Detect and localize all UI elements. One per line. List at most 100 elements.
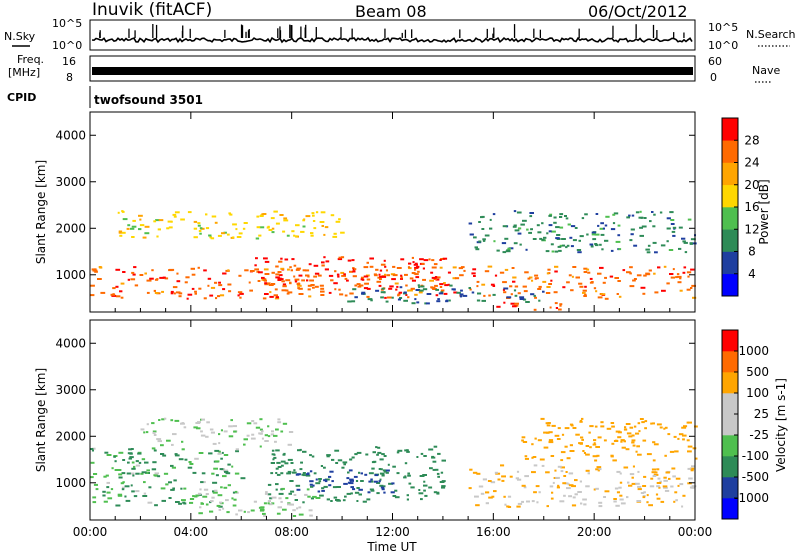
data-cell (158, 219, 164, 222)
data-cell (619, 481, 623, 484)
data-cell (555, 237, 560, 240)
data-cell (663, 476, 667, 479)
data-cell (379, 484, 384, 487)
data-cell (594, 425, 598, 428)
data-cell (139, 274, 144, 276)
data-cell (323, 233, 326, 236)
data-cell (554, 434, 560, 437)
data-cell (128, 457, 132, 460)
data-cell (230, 419, 233, 422)
data-cell (545, 250, 550, 253)
data-cell (323, 485, 328, 488)
data-cell (522, 285, 527, 288)
data-cell (631, 214, 635, 217)
data-cell (302, 225, 306, 228)
data-cell (305, 269, 310, 272)
data-cell (280, 460, 286, 463)
data-cell (400, 276, 403, 279)
data-cell (138, 461, 142, 464)
data-cell (437, 475, 440, 478)
data-cell (666, 217, 671, 220)
data-cell (251, 433, 255, 436)
data-cell (325, 260, 330, 263)
data-cell (604, 224, 608, 227)
data-cell (432, 468, 436, 471)
data-cell (417, 284, 420, 287)
data-cell (436, 472, 440, 475)
data-cell (507, 247, 511, 250)
colorbar-swatch (722, 184, 738, 208)
data-cell (222, 288, 226, 291)
data-cell (250, 509, 255, 512)
data-cell (352, 275, 357, 278)
data-cell (381, 287, 385, 290)
data-cell (554, 265, 559, 268)
data-cell (159, 276, 165, 279)
data-cell (330, 279, 334, 282)
data-cell (338, 288, 341, 291)
data-cell (517, 502, 523, 505)
data-cell (289, 480, 294, 482)
nave-tick-top: 60 (708, 55, 722, 68)
data-cell (235, 228, 238, 231)
data-cell (571, 504, 577, 507)
data-cell (410, 486, 415, 489)
data-cell (636, 445, 640, 448)
data-cell (381, 453, 385, 456)
data-cell (458, 267, 463, 270)
data-cell (209, 428, 214, 431)
data-cell (332, 235, 338, 238)
data-cell (512, 276, 517, 279)
data-cell (439, 481, 445, 483)
data-cell (122, 218, 128, 221)
data-cell (131, 467, 136, 470)
data-cell (623, 466, 629, 469)
data-cell (118, 473, 123, 476)
data-cell (334, 270, 337, 273)
data-cell (342, 461, 348, 464)
data-cell (212, 442, 217, 445)
data-cell (282, 508, 287, 511)
data-cell (193, 227, 198, 230)
data-cell (273, 294, 278, 297)
data-cell (566, 244, 570, 247)
data-cell (172, 433, 177, 436)
data-cell (663, 265, 667, 268)
nsky-trace (91, 24, 693, 44)
data-cell (509, 475, 513, 478)
data-cell (576, 249, 582, 251)
data-cell (551, 250, 555, 253)
data-cell (277, 279, 282, 281)
data-cell (278, 492, 284, 495)
data-cell (121, 231, 126, 234)
data-cell (220, 486, 223, 489)
data-cell (210, 286, 216, 289)
data-cell (604, 490, 610, 493)
data-cell (663, 486, 668, 489)
data-cell (330, 214, 335, 217)
data-cell (570, 289, 574, 292)
data-cell (487, 265, 493, 268)
data-cell (384, 273, 387, 276)
data-cell (387, 463, 390, 466)
data-cell (566, 281, 570, 284)
data-cell (280, 267, 285, 270)
data-cell (93, 483, 98, 486)
data-cell (592, 238, 597, 241)
data-cell (151, 269, 154, 272)
data-cell (459, 295, 463, 298)
data-cell (337, 459, 343, 462)
colorbar-swatch (722, 140, 738, 163)
data-cell (413, 272, 417, 275)
data-cell (631, 434, 635, 437)
data-cell (285, 279, 291, 282)
colorbar-tick-label: 8 (748, 245, 756, 259)
data-cell (443, 292, 448, 295)
data-cell (354, 491, 360, 494)
data-cell (270, 433, 275, 436)
data-cell (135, 472, 140, 475)
data-cell (473, 275, 476, 277)
data-cell (287, 503, 292, 506)
data-cell (545, 422, 549, 425)
data-cell (313, 264, 319, 267)
